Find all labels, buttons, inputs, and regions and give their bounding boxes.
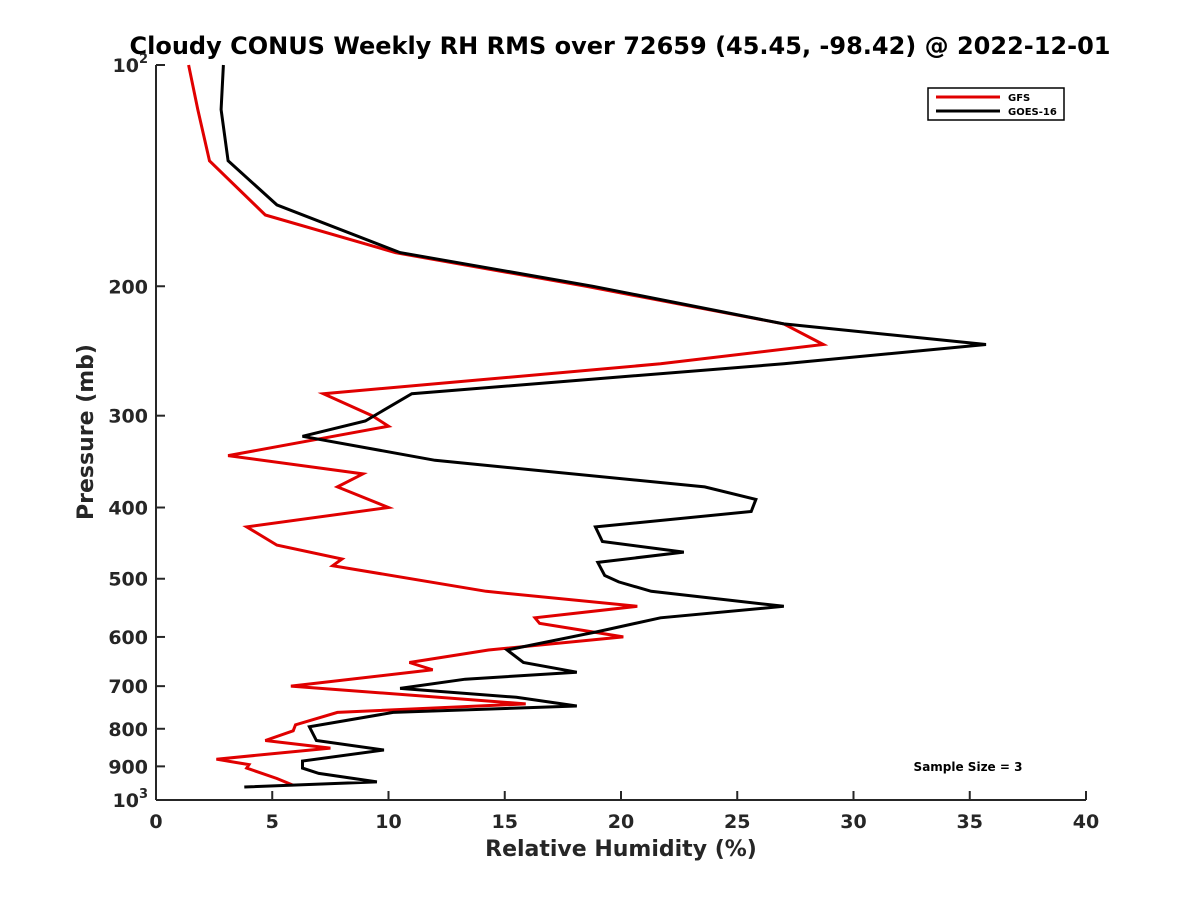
legend-box bbox=[927, 87, 1065, 121]
x-axis-label: Relative Humidity (%) bbox=[485, 837, 757, 862]
x-tick-label: 20 bbox=[608, 811, 634, 833]
legend: GFS GOES-16 bbox=[927, 87, 1065, 121]
y-tick-label: 400 bbox=[108, 498, 148, 520]
y-tick-label: 102 bbox=[113, 52, 149, 77]
series-layer bbox=[187, 64, 987, 789]
y-tick-label: 200 bbox=[108, 276, 148, 298]
y-tick-layer: 102 200 300 400 500 600 700 800 900 103 bbox=[108, 52, 165, 812]
legend-label-gfs: GFS bbox=[1008, 93, 1030, 104]
x-tick-label: 30 bbox=[840, 811, 866, 833]
y-tick-label: 700 bbox=[108, 676, 148, 698]
x-tick-label: 15 bbox=[492, 811, 518, 833]
x-tick-layer: 0 5 10 15 20 25 30 35 40 bbox=[149, 791, 1099, 833]
y-tick-label: 500 bbox=[108, 569, 148, 591]
y-tick-label: 800 bbox=[108, 719, 148, 741]
y-axis-label: Pressure (mb) bbox=[74, 344, 99, 520]
sample-size-annotation: Sample Size = 3 bbox=[914, 760, 1023, 774]
series-line-gfs bbox=[187, 64, 829, 787]
x-tick-label: 35 bbox=[957, 811, 983, 833]
legend-label-goes16: GOES-16 bbox=[1008, 107, 1057, 118]
series-line-goes16 bbox=[219, 64, 987, 789]
x-tick-label: 40 bbox=[1073, 811, 1099, 833]
x-tick-label: 5 bbox=[266, 811, 279, 833]
y-tick-label: 300 bbox=[108, 406, 148, 428]
y-tick-label: 103 bbox=[113, 787, 149, 812]
x-tick-label: 25 bbox=[724, 811, 750, 833]
y-tick-label: 600 bbox=[108, 627, 148, 649]
x-tick-label: 0 bbox=[149, 811, 162, 833]
y-tick-label: 900 bbox=[108, 756, 148, 778]
x-tick-label: 10 bbox=[375, 811, 401, 833]
chart-title: Cloudy CONUS Weekly RH RMS over 72659 (4… bbox=[130, 32, 1111, 60]
